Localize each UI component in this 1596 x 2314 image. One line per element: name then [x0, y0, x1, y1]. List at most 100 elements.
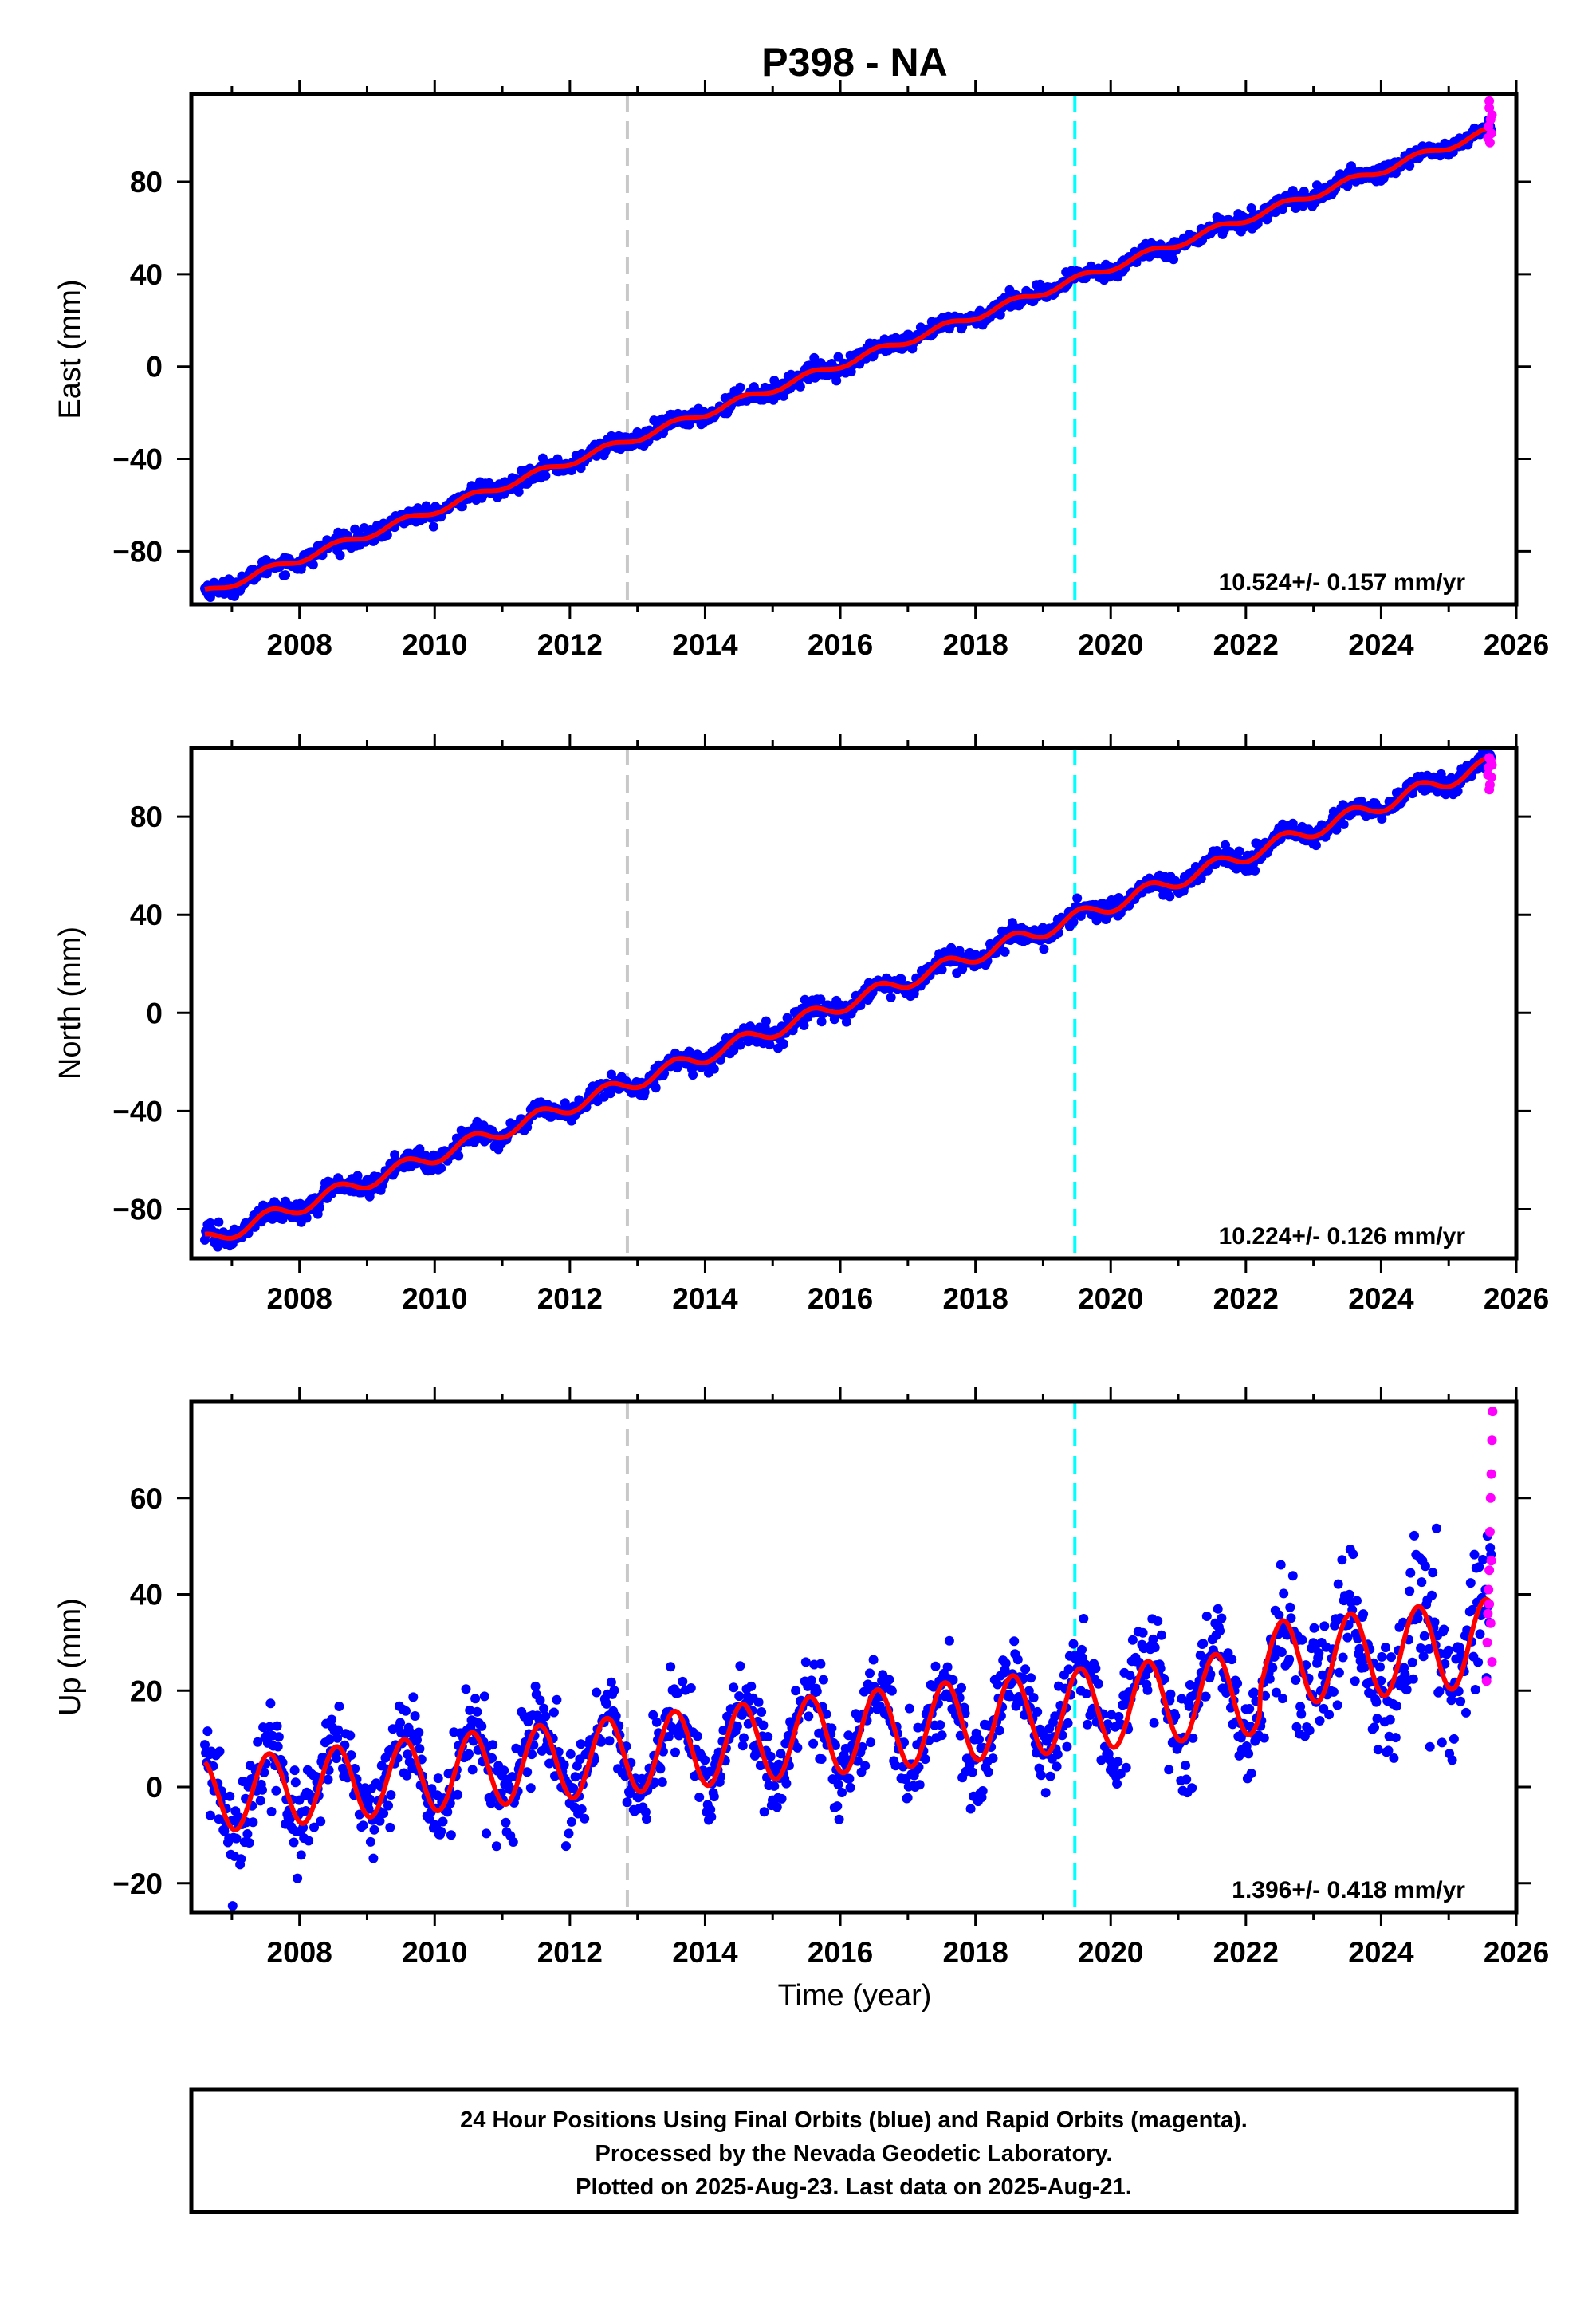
up-final-point	[1409, 1530, 1419, 1541]
up-final-point	[1287, 1571, 1298, 1581]
up-x-tick-label: 2012	[537, 1936, 603, 1969]
up-final-point	[1338, 1652, 1348, 1663]
up-final-point	[642, 1814, 651, 1824]
up-final-point	[1284, 1655, 1295, 1664]
up-final-point	[265, 1698, 276, 1709]
up-final-point	[1276, 1560, 1286, 1570]
up-final-point	[759, 1807, 769, 1817]
up-final-point	[552, 1694, 562, 1705]
up-final-point	[852, 1756, 863, 1766]
east-final-point	[205, 592, 215, 602]
up-rapid-orbit-points	[1481, 1407, 1498, 1686]
up-final-point	[1232, 1678, 1243, 1689]
up-rapid-point	[1486, 1556, 1496, 1566]
up-final-point	[365, 1836, 375, 1847]
up-final-point	[957, 1682, 966, 1693]
north-final-point	[1000, 946, 1010, 957]
north-x-tick-label: 2020	[1078, 1282, 1143, 1315]
north-final-point	[1453, 786, 1463, 797]
up-final-point	[948, 1675, 958, 1685]
up-final-point	[1420, 1561, 1430, 1572]
up-final-point	[290, 1777, 301, 1788]
up-x-tick-label: 2010	[402, 1936, 467, 1969]
up-final-point	[402, 1770, 412, 1781]
up-final-point	[812, 1686, 822, 1697]
up-rapid-point	[1487, 1435, 1497, 1446]
up-final-point	[1004, 1691, 1015, 1702]
up-final-point	[1461, 1707, 1471, 1718]
up-final-point	[1291, 1675, 1301, 1685]
up-final-point	[737, 1741, 748, 1751]
up-x-tick-label: 2018	[942, 1936, 1008, 1969]
up-panel: 2008 2010 2012 2014 2016 2018 2020 2022 2024 2026…	[53, 1387, 1549, 1969]
up-final-point	[1391, 1701, 1401, 1711]
north-final-point	[1339, 819, 1349, 829]
east-panel: 2008 2010 2012 2014 2016 2018 2020 2022 2024 2026…	[53, 80, 1549, 661]
north-y-tick-label: −80	[112, 1193, 163, 1226]
up-final-point	[1142, 1685, 1153, 1695]
up-final-point	[678, 1676, 688, 1686]
up-final-point	[1377, 1651, 1387, 1662]
up-final-point	[1297, 1635, 1307, 1645]
east-rapid-point	[1487, 110, 1497, 120]
up-final-point	[1358, 1609, 1369, 1619]
up-final-point	[844, 1773, 855, 1784]
up-final-point	[1279, 1588, 1289, 1599]
up-final-point	[415, 1744, 425, 1754]
up-final-point	[1249, 1687, 1259, 1698]
east-final-point	[308, 560, 318, 570]
up-final-point	[1389, 1753, 1399, 1763]
up-final-point	[1115, 1769, 1126, 1779]
up-final-point	[1319, 1621, 1330, 1631]
east-rapid-point	[1486, 128, 1496, 139]
up-final-point	[1315, 1716, 1325, 1726]
up-final-point	[1114, 1711, 1124, 1722]
up-final-point	[657, 1777, 667, 1787]
up-final-point	[324, 1734, 335, 1745]
up-x-tick-label: 2020	[1078, 1936, 1143, 1969]
up-final-point	[1465, 1578, 1476, 1588]
up-final-point	[530, 1681, 541, 1691]
up-final-point	[808, 1738, 819, 1749]
up-final-point	[1062, 1741, 1072, 1752]
up-x-tick-label: 2022	[1213, 1936, 1279, 1969]
up-final-point	[875, 1701, 885, 1711]
up-final-point	[1083, 1719, 1092, 1730]
up-final-point	[868, 1655, 879, 1665]
east-final-point	[382, 530, 392, 541]
up-final-point	[1385, 1714, 1395, 1725]
north-final-point	[415, 1144, 425, 1155]
up-final-point	[1344, 1589, 1354, 1600]
up-final-point	[1359, 1663, 1370, 1673]
up-final-point	[622, 1797, 632, 1808]
up-final-point	[1371, 1697, 1382, 1707]
up-final-point	[576, 1804, 587, 1814]
north-y-tick-label: 0	[146, 997, 163, 1029]
up-final-point	[200, 1740, 210, 1750]
up-final-point	[1427, 1590, 1437, 1600]
north-y-tick-label: 40	[130, 899, 163, 931]
up-final-point	[1063, 1718, 1073, 1728]
up-final-point	[670, 1747, 680, 1757]
up-final-point	[1028, 1693, 1039, 1703]
up-final-point	[758, 1720, 769, 1730]
up-final-point	[1018, 1673, 1028, 1683]
up-final-point	[487, 1753, 497, 1763]
up-final-point	[1370, 1722, 1379, 1733]
north-final-point	[352, 1171, 363, 1181]
up-final-point	[609, 1686, 619, 1695]
up-final-point	[1036, 1770, 1046, 1781]
up-final-point	[327, 1714, 337, 1725]
north-final-point	[761, 1016, 771, 1026]
up-final-point	[1446, 1695, 1456, 1706]
up-final-point	[265, 1722, 275, 1732]
up-final-point	[831, 1741, 840, 1750]
up-final-point	[1096, 1755, 1107, 1765]
up-rapid-point	[1484, 1584, 1494, 1595]
up-final-point	[1470, 1685, 1480, 1694]
up-final-point	[1475, 1629, 1485, 1639]
up-final-point	[323, 1774, 333, 1785]
up-final-point	[974, 1734, 984, 1745]
up-final-point	[1373, 1745, 1383, 1755]
east-y-tick-label: 40	[130, 258, 163, 291]
